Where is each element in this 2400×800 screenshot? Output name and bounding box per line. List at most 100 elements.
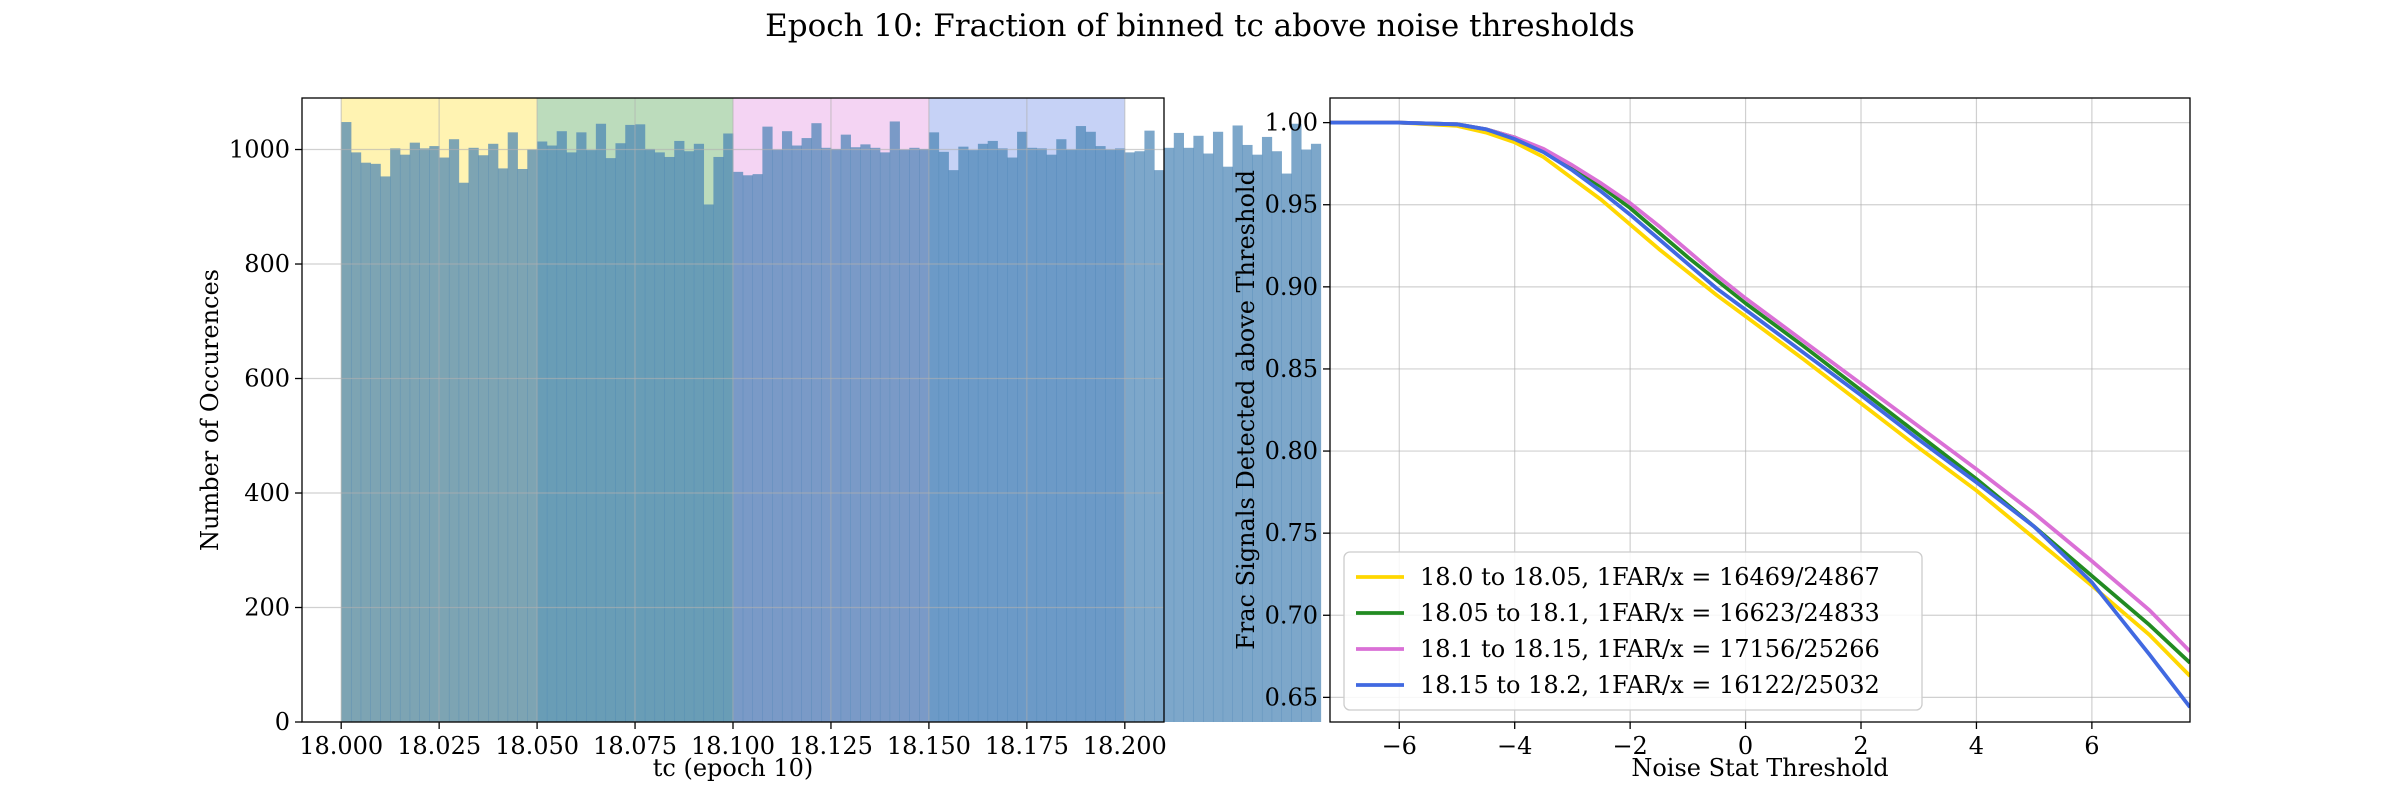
y-tick-label: 400: [244, 479, 290, 507]
histogram-bar: [1281, 173, 1292, 723]
x-tick-label: −6: [1382, 732, 1417, 760]
histogram-bar: [595, 123, 607, 722]
histogram-bar: [458, 182, 469, 722]
histogram-bar: [713, 156, 724, 722]
histogram-bar: [1017, 131, 1028, 723]
histogram-bar: [997, 148, 1008, 722]
threshold-plot: [1323, 97, 2191, 729]
histogram-bar: [576, 132, 587, 722]
histogram-bar: [1232, 125, 1243, 723]
y-tick-label: 800: [244, 250, 290, 278]
x-axis-label: tc (epoch 10): [653, 754, 814, 782]
histogram-bar: [752, 174, 763, 722]
histogram-bar: [360, 162, 371, 722]
histogram-bar: [919, 148, 930, 723]
histogram-bar: [1144, 130, 1155, 722]
histogram-bar: [635, 124, 646, 723]
histogram-bar: [517, 168, 528, 722]
histogram-bar: [1066, 149, 1077, 722]
histogram-bar: [1222, 166, 1233, 722]
histogram-bar: [1193, 135, 1204, 722]
histogram-bar: [889, 121, 900, 722]
histogram-bar: [742, 175, 753, 722]
histogram-bar: [762, 126, 773, 723]
y-tick-label: 0.90: [1265, 273, 1318, 301]
series-line-yellow: [1330, 120, 2190, 678]
histogram-bar: [409, 142, 420, 723]
y-tick-label: 0.95: [1265, 191, 1318, 219]
histogram-bar: [1056, 139, 1067, 722]
histogram-bar: [586, 150, 597, 723]
legend-entry: 18.05 to 18.1, 1FAR/x = 16623/24833: [1420, 599, 1880, 627]
histogram-bar: [693, 143, 705, 723]
histogram-bar: [527, 149, 538, 722]
histogram-bar: [654, 152, 665, 722]
histogram-bar: [987, 140, 998, 722]
histogram-bar: [1085, 131, 1096, 723]
histogram-bar: [439, 157, 450, 723]
histogram-bar: [1212, 131, 1224, 723]
histogram-bar: [772, 149, 783, 722]
histogram-bar: [1046, 154, 1057, 722]
histogram-bar: [958, 146, 969, 723]
y-tick-label: 0.65: [1265, 683, 1318, 711]
histogram-bar: [1261, 136, 1273, 722]
histogram-bar: [615, 143, 626, 722]
y-tick-label: 200: [244, 594, 290, 622]
x-tick-label: 18.150: [887, 732, 971, 760]
y-tick-label: 0.80: [1265, 437, 1318, 465]
histogram-bar: [350, 152, 362, 722]
series-line-blue: [1330, 120, 2190, 709]
x-tick-label: 18.000: [299, 732, 383, 760]
histogram-bar: [478, 155, 489, 723]
histogram-bar: [791, 145, 802, 722]
histogram-bar: [625, 124, 636, 722]
y-tick-label: 0.70: [1265, 601, 1318, 629]
histogram-bar: [419, 148, 430, 722]
histogram-bar: [664, 156, 675, 722]
histogram-bar: [380, 176, 391, 723]
histogram-bar: [497, 168, 509, 722]
x-tick-label: 18.075: [593, 732, 677, 760]
x-tick-label: 18.100: [691, 732, 775, 760]
histogram-bar: [1154, 170, 1165, 723]
histogram-bar: [468, 147, 479, 722]
histogram-bar: [811, 123, 822, 723]
histogram-bar: [1291, 123, 1302, 722]
histogram-bar: [723, 133, 734, 722]
histogram-bar: [850, 147, 861, 722]
histogram-bar: [1164, 147, 1175, 722]
y-tick-label: 0: [275, 708, 290, 736]
histogram-bar: [909, 147, 920, 722]
y-axis-label: Number of Occurences: [196, 269, 224, 551]
histogram-bar: [1310, 143, 1322, 723]
histogram-bar: [1242, 144, 1253, 722]
y-tick-label: 0.85: [1265, 355, 1318, 383]
x-tick-label: 18.025: [397, 732, 481, 760]
histogram-bar: [399, 154, 411, 722]
histogram-bar: [870, 147, 881, 722]
histogram-bar: [1173, 132, 1184, 723]
histogram-bar: [674, 140, 685, 722]
histogram-bar: [801, 138, 812, 723]
y-tick-label: 1000: [229, 136, 290, 164]
histogram-bar: [840, 134, 851, 722]
histogram-bar: [566, 152, 577, 722]
legend-entry: 18.1 to 18.15, 1FAR/x = 17156/25266: [1420, 635, 1880, 663]
x-tick-label: 2: [1853, 732, 1868, 760]
legend-box: [1343, 551, 1923, 711]
histogram-bar: [860, 144, 871, 723]
histogram-bar: [537, 141, 548, 723]
histogram-bar: [1075, 126, 1087, 722]
histogram-bar: [507, 132, 518, 722]
histogram-bar: [899, 149, 910, 722]
x-tick-label: 18.125: [789, 732, 873, 760]
histogram-bar: [448, 139, 460, 722]
histogram-bar: [821, 147, 832, 722]
histogram-bar: [605, 158, 616, 722]
histogram-bar: [370, 163, 381, 723]
x-tick-label: −2: [1612, 732, 1647, 760]
histogram-bar: [1124, 152, 1136, 722]
histogram-bar: [390, 148, 401, 722]
